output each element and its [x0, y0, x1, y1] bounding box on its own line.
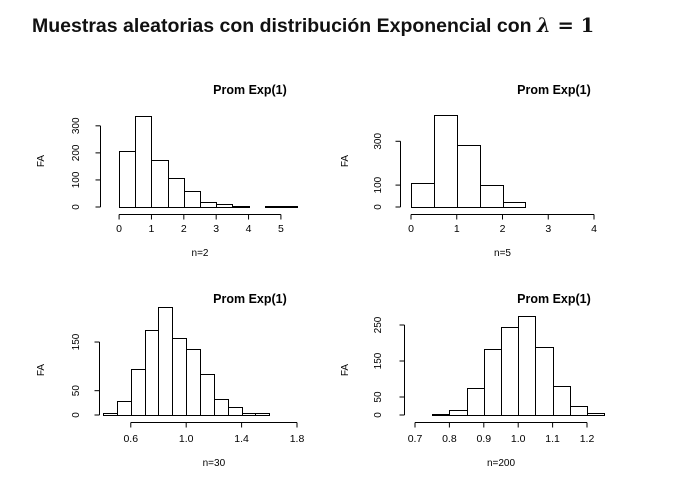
- panel-4-bar: [484, 349, 502, 416]
- panel-2-title: Prom Exp(1): [517, 83, 591, 97]
- panel-1-y-tick-label: 200: [71, 144, 82, 161]
- page-title: Muestras aleatorias con distribución Exp…: [32, 14, 594, 38]
- panel-4-bar: [449, 410, 468, 416]
- panel-1-bar: [151, 160, 169, 208]
- panel-3-bar: [158, 307, 173, 416]
- panel-4-y-tick-label: 0: [373, 412, 384, 418]
- panel-1-bar: [265, 206, 282, 208]
- panel-3-bar: [186, 349, 201, 416]
- panel-2-y-tick-label: 100: [373, 176, 384, 193]
- panel-4-bar: [587, 413, 605, 416]
- panel-3-bar: [117, 401, 132, 416]
- panel-3-x-label: n=30: [203, 458, 226, 469]
- panel-3-bar: [145, 330, 159, 416]
- panel-2-bar: [434, 115, 458, 208]
- panel-2-y-tick-label: 0: [373, 204, 384, 210]
- panel-1-x-tick-label: 0: [116, 223, 122, 235]
- panel-3-x-tick-label: 1.4: [234, 433, 249, 445]
- panel-3-bar: [131, 369, 146, 416]
- panel-1-y-tick-label: 0: [71, 204, 82, 210]
- panel-4-bar: [501, 327, 519, 416]
- panel-4-title: Prom Exp(1): [517, 292, 591, 306]
- panel-4-bar: [467, 388, 485, 416]
- panel-4-y-label: FA: [340, 364, 351, 377]
- panel-3-y-tick-label: 50: [71, 385, 82, 397]
- panel-3-x-tick-label: 1.8: [290, 433, 305, 445]
- panel-3-bar: [172, 338, 187, 416]
- panel-3-title: Prom Exp(1): [213, 292, 287, 306]
- panel-4-x-tick-label: 0.8: [442, 433, 457, 445]
- panel-4-x-tick-label: 1.2: [580, 433, 595, 445]
- panel-4-y-tick-label: 50: [373, 391, 384, 403]
- panel-3-bar: [103, 413, 118, 416]
- panel-3-y-tick-label: 150: [71, 333, 82, 350]
- panel-2-bar: [480, 185, 504, 208]
- panel-2-x-tick-label: 3: [545, 223, 551, 235]
- panel-3-x-tick-label: 0.6: [123, 433, 138, 445]
- panel-2-bar: [503, 202, 526, 208]
- panel-4-bar: [570, 406, 588, 416]
- panel-3-y-tick-label: 0: [71, 412, 82, 418]
- panel-1-bar: [281, 206, 298, 208]
- panel-1-y-tick-label: 300: [71, 117, 82, 134]
- panel-3-y-label: FA: [36, 364, 47, 377]
- title-lambda-value: 1: [580, 14, 595, 37]
- panel-3-bar: [200, 374, 215, 416]
- panel-4-bar: [518, 316, 536, 416]
- panel-3-bar: [228, 407, 243, 416]
- panel-2-x-tick-label: 1: [454, 223, 460, 235]
- panel-4-x-tick-label: 1.1: [545, 433, 560, 445]
- panel-4-x-label: n=200: [487, 458, 516, 469]
- panel-3-x-tick-label: 1.0: [179, 433, 194, 445]
- panel-1-bar: [168, 178, 185, 208]
- panel-1-x-tick-label: 4: [246, 223, 252, 235]
- panel-1-x-tick-label: 2: [181, 223, 187, 235]
- panel-1-title: Prom Exp(1): [213, 83, 287, 97]
- panel-1-bar: [200, 202, 217, 208]
- panel-4-y-tick-label: 250: [373, 316, 384, 333]
- panel-1-x-tick-label: 1: [149, 223, 155, 235]
- title-equals: =: [550, 14, 581, 37]
- panel-1-bar: [184, 191, 201, 208]
- panel-4-bar: [535, 347, 554, 416]
- panel-3-bar: [214, 399, 229, 416]
- panel-1-x-tick-label: 3: [213, 223, 219, 235]
- panel-1-bar: [232, 206, 250, 208]
- panel-4-y-tick-label: 150: [373, 352, 384, 369]
- panel-2-y-tick-label: 300: [373, 133, 384, 150]
- panel-2-bar: [411, 183, 435, 208]
- panel-1-bar: [119, 151, 136, 208]
- panel-3-bar: [242, 413, 256, 416]
- title-text: Muestras aleatorias con distribución Exp…: [32, 15, 537, 37]
- panel-2-x-tick-label: 2: [500, 223, 506, 235]
- panel-2-bar: [457, 145, 481, 208]
- panel-1-bar: [216, 204, 233, 208]
- panel-4-x-tick-label: 1.0: [511, 433, 526, 445]
- panel-1-x-tick-label: 5: [278, 223, 284, 235]
- panel-1-y-tick-label: 100: [71, 171, 82, 188]
- panel-2-x-tick-label: 0: [408, 223, 414, 235]
- panel-2-y-label: FA: [340, 155, 351, 168]
- panel-1-y-label: FA: [36, 155, 47, 168]
- panel-4-x-tick-label: 0.7: [408, 433, 423, 445]
- panel-4-x-tick-label: 0.9: [476, 433, 491, 445]
- title-lambda-symbol: λ: [536, 14, 551, 37]
- panel-4-bar: [553, 386, 571, 416]
- panel-2-x-label: n=5: [494, 248, 511, 259]
- panel-3-bar: [255, 413, 270, 416]
- panel-1-bar: [135, 116, 152, 208]
- panel-4-bar: [432, 414, 450, 416]
- panel-1-x-label: n=2: [192, 248, 209, 259]
- panel-2-x-tick-label: 4: [591, 223, 597, 235]
